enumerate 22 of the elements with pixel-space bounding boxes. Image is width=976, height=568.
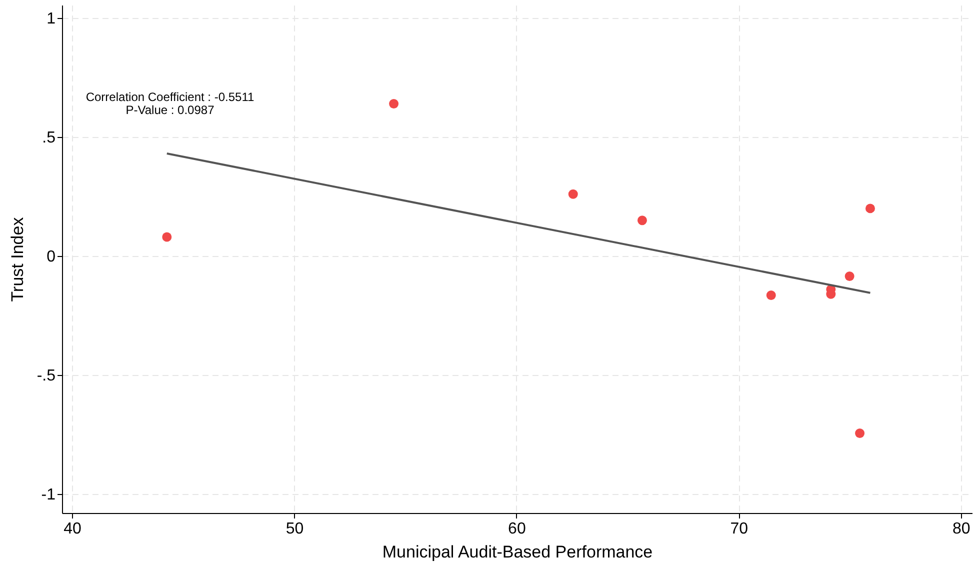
point xyxy=(637,216,647,226)
x-tick-label: 80 xyxy=(952,520,970,538)
y-tick-label: .5 xyxy=(42,130,56,147)
point xyxy=(865,204,875,214)
point xyxy=(389,99,399,108)
point xyxy=(766,290,776,300)
x-tick-label: 70 xyxy=(730,520,748,538)
x-tick-label: 50 xyxy=(286,520,304,538)
point xyxy=(162,232,172,242)
point xyxy=(855,428,865,438)
y-tick-label: 1 xyxy=(46,10,56,28)
annotation: P-Value : 0.0987 xyxy=(126,103,215,117)
y-tick-label: 0 xyxy=(46,248,56,266)
x-tick-label: 60 xyxy=(508,520,526,538)
annotation: Correlation Coefficient : -0.5511 xyxy=(86,90,254,104)
y-tick-label: -1 xyxy=(41,486,56,504)
x-tick-label: 40 xyxy=(64,520,82,538)
x-axis-title: Municipal Audit-Based Performance xyxy=(382,542,653,562)
y-axis-title: Trust Index xyxy=(8,216,27,302)
y-tick-label: -.5 xyxy=(36,367,56,384)
point xyxy=(568,189,578,199)
point xyxy=(844,272,854,281)
